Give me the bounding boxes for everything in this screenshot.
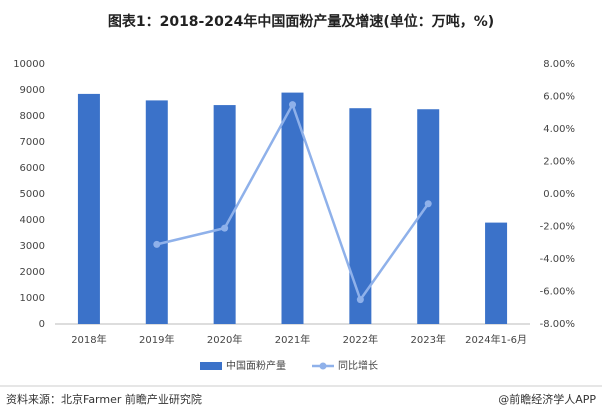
legend-swatch [200,362,222,370]
y-tick-label: 10000 [13,59,45,70]
y2-tick-label: -8.00% [540,319,575,330]
y-tick-label: 2000 [20,267,45,278]
y2-tick-label: -2.00% [540,222,575,233]
chart-title: 图表1：2018-2024年中国面粉产量及增速(单位：万吨，%) [108,13,494,30]
y2-tick-label: 8.00% [543,59,575,70]
point [221,224,229,232]
legend-label: 同比增长 [338,359,378,372]
y2-tick-label: 2.00% [543,157,575,168]
y-tick-label: 6000 [20,163,45,174]
x-tick-label: 2018年 [71,333,106,346]
y-tick-label: 4000 [20,215,45,226]
y2-tick-label: -4.00% [540,254,575,265]
bar [485,222,508,324]
y2-tick-label: 4.00% [543,124,575,135]
point [289,101,296,109]
x-tick-label: 2022年 [343,333,378,346]
x-tick-label: 2023年 [410,333,445,346]
bar [349,108,372,324]
y-tick-label: 3000 [20,241,45,252]
y2-tick-label: 0.00% [543,189,575,200]
bar [417,109,440,325]
point [356,296,364,304]
x-tick-label: 2024年1-6月 [465,333,527,346]
y2-tick-label: -6.00% [540,287,575,298]
legend-label: 中国面粉产量 [226,359,286,372]
y-tick-label: 9000 [20,85,45,96]
bar [77,93,100,325]
bar [213,105,236,324]
x-tick-label: 2020年 [207,333,242,346]
x-tick-label: 2021年 [275,333,310,346]
y-tick-label: 0 [39,319,45,330]
source: 资料来源：北京Farmer 前瞻产业研究院 [6,392,202,406]
y-tick-label: 5000 [20,189,45,200]
y2-tick-label: 6.00% [543,92,575,103]
bar [281,92,304,324]
bar [145,100,168,325]
legend-swatch [319,362,327,370]
point [424,200,432,208]
y-tick-label: 7000 [20,137,45,148]
credit: @前瞻经济学人APP [498,392,596,406]
y-tick-label: 1000 [20,293,45,304]
point [153,240,161,248]
x-tick-label: 2019年 [139,333,174,346]
y-tick-label: 8000 [20,111,45,122]
